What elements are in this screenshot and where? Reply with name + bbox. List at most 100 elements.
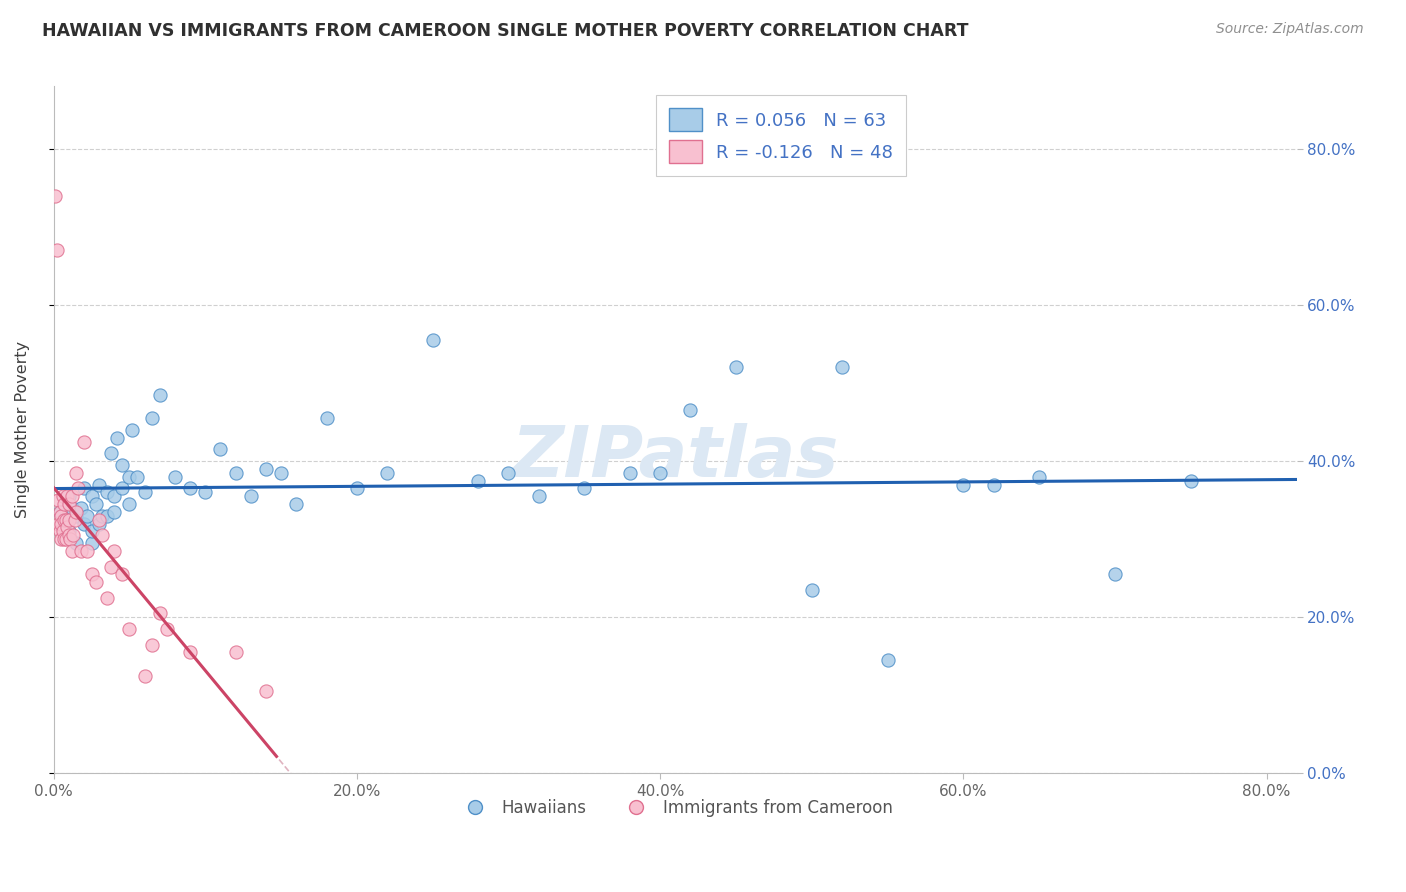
Point — [1028, 469, 1050, 483]
Point — [118, 497, 141, 511]
Point — [141, 411, 163, 425]
Point — [125, 469, 148, 483]
Point — [65, 508, 87, 523]
Point — [96, 591, 118, 605]
Point — [66, 482, 89, 496]
Y-axis label: Single Mother Poverty: Single Mother Poverty — [15, 342, 30, 518]
Point — [100, 446, 122, 460]
Point — [134, 669, 156, 683]
Point — [315, 411, 337, 425]
Point — [87, 516, 110, 531]
Point — [52, 489, 75, 503]
Point — [65, 505, 87, 519]
Point — [100, 559, 122, 574]
Point — [62, 528, 84, 542]
Point — [60, 544, 83, 558]
Point — [111, 482, 134, 496]
Point — [84, 575, 107, 590]
Point — [527, 489, 550, 503]
Text: ZIPatlas: ZIPatlas — [512, 423, 839, 491]
Point — [53, 497, 76, 511]
Point — [179, 645, 201, 659]
Point — [53, 532, 76, 546]
Point — [48, 505, 70, 519]
Point — [96, 508, 118, 523]
Point — [679, 403, 702, 417]
Point — [149, 388, 172, 402]
Point — [55, 516, 77, 531]
Point — [285, 497, 308, 511]
Point — [80, 536, 103, 550]
Text: HAWAIIAN VS IMMIGRANTS FROM CAMEROON SINGLE MOTHER POVERTY CORRELATION CHART: HAWAIIAN VS IMMIGRANTS FROM CAMEROON SIN… — [42, 22, 969, 40]
Point — [80, 489, 103, 503]
Point — [87, 477, 110, 491]
Point — [134, 485, 156, 500]
Point — [51, 508, 73, 523]
Point — [84, 497, 107, 511]
Point — [346, 482, 368, 496]
Point — [574, 482, 596, 496]
Point — [65, 466, 87, 480]
Point — [73, 516, 96, 531]
Point — [619, 466, 641, 480]
Point — [55, 532, 77, 546]
Point — [648, 466, 671, 480]
Point — [156, 622, 179, 636]
Point — [65, 536, 87, 550]
Point — [876, 653, 898, 667]
Point — [59, 532, 82, 546]
Point — [375, 466, 398, 480]
Point — [48, 524, 70, 539]
Point — [52, 513, 75, 527]
Point — [467, 474, 489, 488]
Point — [73, 434, 96, 449]
Point — [80, 567, 103, 582]
Point — [254, 684, 277, 698]
Point — [194, 485, 217, 500]
Point — [45, 244, 67, 258]
Point — [58, 528, 80, 542]
Point — [254, 462, 277, 476]
Point — [149, 607, 172, 621]
Point — [80, 524, 103, 539]
Point — [51, 532, 73, 546]
Point — [58, 489, 80, 503]
Point — [111, 458, 134, 472]
Point — [91, 508, 114, 523]
Point — [498, 466, 520, 480]
Point — [73, 482, 96, 496]
Point — [53, 513, 76, 527]
Point — [103, 489, 125, 503]
Point — [225, 466, 247, 480]
Point — [96, 485, 118, 500]
Point — [48, 505, 70, 519]
Point — [103, 505, 125, 519]
Point — [60, 500, 83, 515]
Point — [724, 360, 747, 375]
Point — [983, 477, 1005, 491]
Point — [51, 516, 73, 531]
Point — [105, 431, 128, 445]
Point — [239, 489, 262, 503]
Point — [87, 513, 110, 527]
Point — [225, 645, 247, 659]
Point — [209, 442, 232, 457]
Point — [121, 423, 143, 437]
Point — [831, 360, 853, 375]
Point — [44, 188, 66, 202]
Point — [103, 544, 125, 558]
Point — [800, 582, 823, 597]
Text: Source: ZipAtlas.com: Source: ZipAtlas.com — [1216, 22, 1364, 37]
Point — [56, 520, 79, 534]
Point — [179, 482, 201, 496]
Point — [1104, 567, 1126, 582]
Point — [76, 508, 98, 523]
Point — [46, 516, 69, 531]
Point — [70, 500, 93, 515]
Point — [52, 524, 75, 539]
Point — [270, 466, 292, 480]
Point — [60, 489, 83, 503]
Point — [55, 513, 77, 527]
Point — [1180, 474, 1202, 488]
Point — [56, 489, 79, 503]
